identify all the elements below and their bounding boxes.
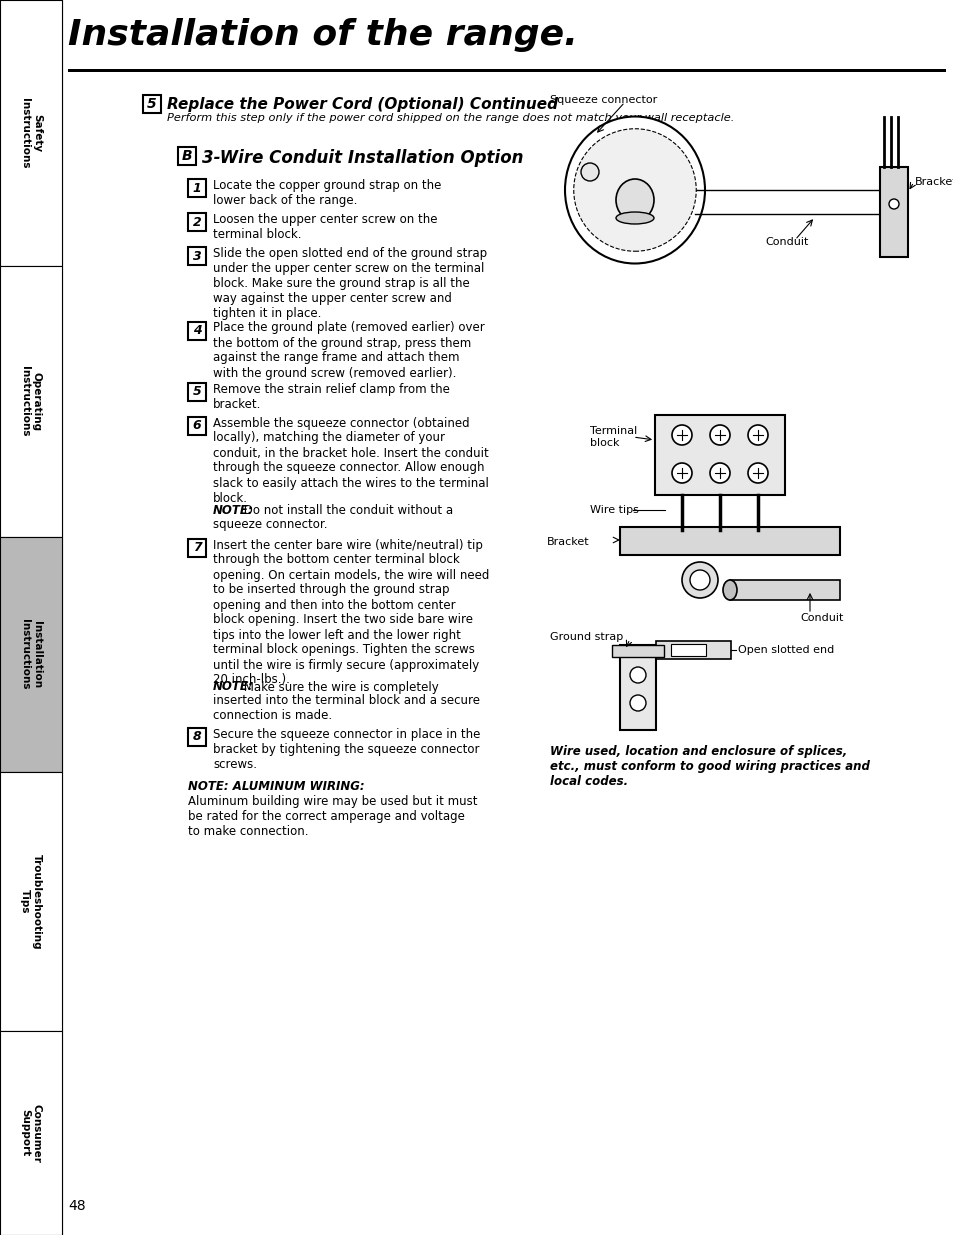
Text: Operating
Instructions: Operating Instructions	[20, 366, 42, 437]
Text: 7: 7	[193, 541, 201, 555]
FancyBboxPatch shape	[188, 247, 206, 266]
Circle shape	[709, 425, 729, 445]
Circle shape	[747, 425, 767, 445]
Text: Remove the strain relief clamp from the
bracket.: Remove the strain relief clamp from the …	[213, 383, 450, 410]
Text: Conduit: Conduit	[800, 613, 842, 622]
Text: NOTE:: NOTE:	[213, 680, 253, 694]
Ellipse shape	[616, 212, 654, 224]
Text: B: B	[181, 149, 193, 163]
Text: Troubleshooting
Tips: Troubleshooting Tips	[20, 853, 42, 950]
Text: Consumer
Support: Consumer Support	[20, 1104, 42, 1162]
Text: inserted into the terminal block and a secure
connection is made.: inserted into the terminal block and a s…	[213, 694, 479, 722]
Text: 5: 5	[147, 98, 156, 111]
Bar	[729, 580, 840, 600]
Bar	[655, 415, 784, 495]
Text: Installation
Instructions: Installation Instructions	[20, 619, 42, 690]
Text: Bracket: Bracket	[547, 537, 589, 547]
Text: squeeze connector.: squeeze connector.	[213, 517, 327, 531]
Text: 4: 4	[193, 324, 201, 337]
Circle shape	[747, 463, 767, 483]
Bar	[612, 645, 663, 657]
Text: Make sure the wire is completely: Make sure the wire is completely	[240, 680, 438, 694]
Bar	[0, 0, 62, 1235]
FancyBboxPatch shape	[188, 212, 206, 231]
Text: Ground strap: Ground strap	[550, 632, 622, 642]
Text: Insert the center bare wire (white/neutral) tip
through the bottom center termin: Insert the center bare wire (white/neutr…	[213, 538, 489, 687]
Bar	[0, 537, 62, 772]
Text: Do not install the conduit without a: Do not install the conduit without a	[240, 505, 453, 517]
Ellipse shape	[616, 179, 654, 221]
Text: 48: 48	[68, 1199, 86, 1213]
Bar	[670, 643, 705, 656]
Bar	[68, 68, 945, 72]
Ellipse shape	[722, 580, 737, 600]
Text: Place the ground plate (removed earlier) over
the bottom of the ground strap, pr: Place the ground plate (removed earlier)…	[213, 321, 484, 379]
Text: Wire tips: Wire tips	[589, 505, 639, 515]
Text: Open slotted end: Open slotted end	[738, 645, 833, 655]
Text: 5: 5	[193, 385, 201, 398]
Text: 6: 6	[193, 419, 201, 432]
Bar	[0, 266, 62, 537]
Circle shape	[709, 463, 729, 483]
Ellipse shape	[564, 116, 704, 263]
Circle shape	[671, 463, 691, 483]
Bar	[0, 772, 62, 1031]
Text: 2: 2	[193, 215, 201, 228]
Text: Safety
Instructions: Safety Instructions	[20, 98, 42, 168]
Text: Slide the open slotted end of the ground strap
under the upper center screw on t: Slide the open slotted end of the ground…	[213, 247, 487, 320]
Text: Squeeze connector: Squeeze connector	[550, 95, 657, 105]
Text: 3-Wire Conduit Installation Option: 3-Wire Conduit Installation Option	[202, 149, 523, 167]
FancyBboxPatch shape	[188, 321, 206, 340]
FancyBboxPatch shape	[188, 416, 206, 435]
Bar	[619, 645, 656, 730]
Ellipse shape	[573, 128, 696, 251]
Bar	[656, 641, 730, 659]
Text: Wire used, location and enclosure of splices,
etc., must conform to good wiring : Wire used, location and enclosure of spl…	[550, 745, 869, 788]
Text: Bracket: Bracket	[914, 177, 953, 186]
FancyBboxPatch shape	[178, 147, 195, 165]
Text: 8: 8	[193, 730, 201, 743]
Text: Loosen the upper center screw on the
terminal block.: Loosen the upper center screw on the ter…	[213, 212, 437, 241]
Circle shape	[629, 667, 645, 683]
FancyBboxPatch shape	[188, 383, 206, 400]
Circle shape	[888, 199, 898, 209]
FancyBboxPatch shape	[143, 95, 161, 112]
Text: Perform this step only if the power cord shipped on the range does not match you: Perform this step only if the power cord…	[167, 112, 734, 124]
Text: Terminal
block: Terminal block	[589, 426, 637, 448]
Bar	[0, 0, 62, 266]
Text: Installation of the range.: Installation of the range.	[68, 19, 578, 52]
Text: Conduit: Conduit	[764, 237, 807, 247]
Text: NOTE: ALUMINUM WIRING:: NOTE: ALUMINUM WIRING:	[188, 779, 364, 793]
Circle shape	[681, 562, 718, 598]
Circle shape	[689, 571, 709, 590]
Ellipse shape	[580, 163, 598, 182]
Text: Secure the squeeze connector in place in the
bracket by tightening the squeeze c: Secure the squeeze connector in place in…	[213, 727, 480, 771]
Text: 3: 3	[193, 249, 201, 263]
Text: Assemble the squeeze connector (obtained
locally), matching the diameter of your: Assemble the squeeze connector (obtained…	[213, 416, 488, 505]
FancyBboxPatch shape	[188, 727, 206, 746]
Text: Replace the Power Cord (Optional) Continued: Replace the Power Cord (Optional) Contin…	[167, 98, 558, 112]
Text: NOTE:: NOTE:	[213, 505, 253, 517]
Bar	[879, 167, 907, 257]
Circle shape	[671, 425, 691, 445]
FancyBboxPatch shape	[188, 179, 206, 198]
Text: Aluminum building wire may be used but it must
be rated for the correct amperage: Aluminum building wire may be used but i…	[188, 795, 477, 839]
Text: Locate the copper ground strap on the
lower back of the range.: Locate the copper ground strap on the lo…	[213, 179, 441, 207]
Text: 1: 1	[193, 182, 201, 194]
Bar	[0, 1031, 62, 1235]
Circle shape	[629, 695, 645, 711]
FancyBboxPatch shape	[188, 538, 206, 557]
Bar	[619, 527, 840, 555]
